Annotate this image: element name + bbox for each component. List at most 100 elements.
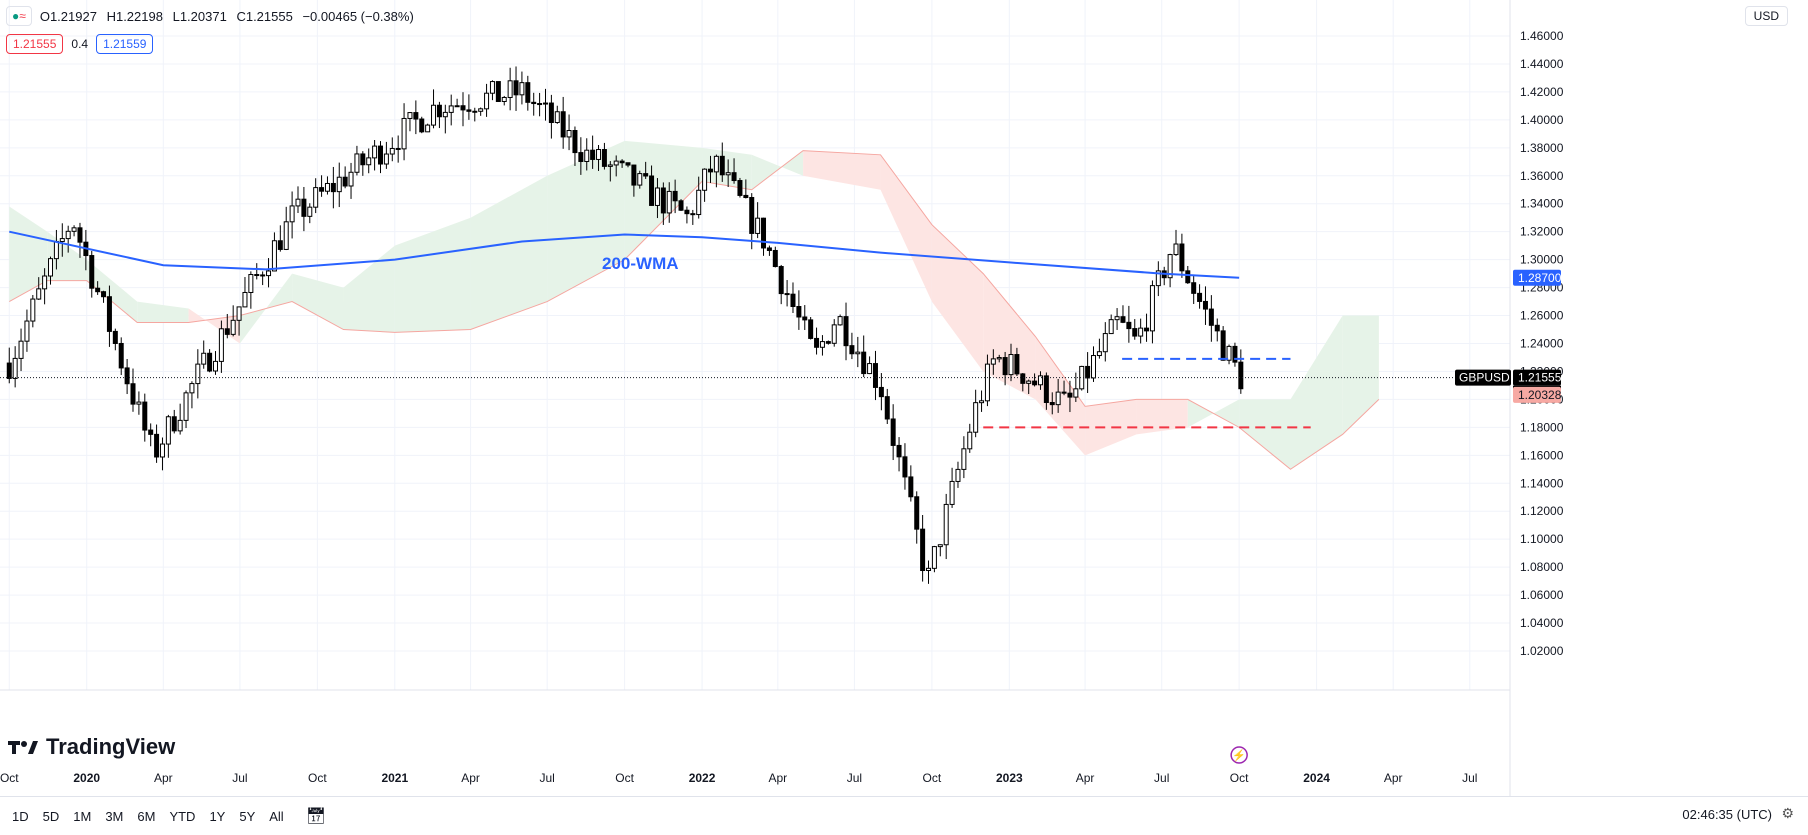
candle (678, 199, 684, 211)
candle-body (1091, 355, 1097, 379)
candle (537, 92, 543, 117)
range-1d-button[interactable]: 1D (12, 808, 29, 824)
candle-body (996, 357, 1002, 360)
candle (213, 351, 219, 375)
range-ytd-button[interactable]: YTD (169, 808, 196, 824)
ask-price[interactable]: 1.21559 (96, 34, 154, 54)
candle (159, 437, 165, 471)
candle (401, 103, 407, 161)
candle-body (696, 189, 702, 216)
candle (713, 154, 719, 188)
candle (548, 94, 554, 139)
candle (772, 246, 778, 268)
candle (1055, 378, 1061, 413)
candle-body (590, 149, 596, 160)
y-tick-label: 1.16000 (1520, 448, 1564, 462)
x-tick-label: Oct (1230, 771, 1249, 785)
x-tick-label: Jul (1462, 771, 1477, 785)
candle-body (213, 360, 219, 372)
candle (266, 258, 272, 288)
legend-header: ● ≈ O1.21927 H1.22198 L1.20371 C1.21555 … (6, 6, 420, 26)
wma-annotation: 200-WMA (602, 254, 679, 273)
range-1m-button[interactable]: 1M (73, 808, 92, 824)
range-1y-button[interactable]: 1Y (209, 808, 226, 824)
candle-body (631, 164, 637, 186)
range-5d-button[interactable]: 5D (42, 808, 60, 824)
candle-body (6, 362, 12, 379)
candle-body (165, 416, 171, 445)
candle (242, 277, 248, 308)
gear-icon[interactable]: ⚙ (1781, 805, 1794, 821)
candle-body (18, 340, 24, 359)
candle (12, 346, 18, 388)
candle-body (684, 209, 690, 215)
candle-body (413, 112, 419, 120)
candle (101, 290, 107, 303)
candle (884, 388, 890, 424)
y-tick-label: 1.06000 (1520, 588, 1564, 602)
candle (719, 142, 725, 182)
candle-body (755, 217, 761, 234)
calendar-icon[interactable]: 📅︎ (305, 808, 327, 825)
candle-body (1226, 345, 1232, 361)
candle-body (1149, 285, 1155, 332)
candle (89, 250, 95, 298)
candle (731, 158, 737, 184)
range-5y-button[interactable]: 5Y (239, 808, 256, 824)
candle-body (672, 190, 678, 202)
cloud-segment (86, 259, 138, 323)
candle-body (819, 341, 825, 348)
candle-body (442, 111, 448, 118)
range-6m-button[interactable]: 6M (137, 808, 156, 824)
candle-body (319, 187, 325, 192)
lightning-icon: ⚡ (1232, 749, 1246, 762)
y-tick-label: 1.08000 (1520, 560, 1564, 574)
candle-body (277, 240, 283, 250)
y-tick-label: 1.34000 (1520, 197, 1564, 211)
candle (448, 94, 454, 126)
close-value: C1.21555 (236, 8, 293, 24)
candle-body (89, 255, 95, 289)
candle (1144, 313, 1150, 342)
status-dot-icon: ● (12, 9, 20, 23)
candle-body (248, 274, 254, 293)
candle-body (454, 105, 460, 108)
cloud-segment (1342, 315, 1379, 435)
candle-body (501, 96, 507, 102)
currency-selector[interactable]: USD (1744, 6, 1788, 26)
candle (254, 263, 260, 280)
candle-body (1020, 373, 1026, 384)
candle-body (95, 287, 101, 293)
candle (849, 332, 855, 360)
bid-price[interactable]: 1.21555 (6, 34, 64, 54)
candle (749, 193, 755, 250)
candle (472, 107, 478, 122)
candle-body (224, 328, 230, 335)
range-all-button[interactable]: All (269, 808, 284, 824)
cloud-segment (547, 140, 625, 302)
candle-body (542, 102, 548, 105)
x-tick-label: 2021 (381, 771, 408, 785)
candle-body (607, 164, 613, 167)
candle-body (372, 145, 378, 159)
candle-body (1185, 270, 1191, 284)
candle (489, 80, 495, 101)
candle-body (271, 240, 277, 272)
candle-body (979, 400, 985, 404)
ohlc-values: O1.21927 H1.22198 L1.20371 C1.21555 −0.0… (40, 9, 420, 24)
candle-body (218, 328, 224, 362)
candle-body (1220, 330, 1226, 361)
candle (1037, 371, 1043, 390)
candle (460, 92, 466, 127)
candle-body (101, 291, 107, 298)
wma-price-label-bg (1513, 269, 1561, 286)
tradingview-logo[interactable]: TradingView (8, 734, 175, 760)
candle-body (377, 145, 383, 165)
candle-body (1037, 375, 1043, 386)
candle-body (572, 130, 578, 154)
candle (861, 335, 867, 378)
symbol-toggle-button[interactable]: ● ≈ (6, 6, 32, 26)
candle-body (949, 480, 955, 505)
range-3m-button[interactable]: 3M (105, 808, 124, 824)
